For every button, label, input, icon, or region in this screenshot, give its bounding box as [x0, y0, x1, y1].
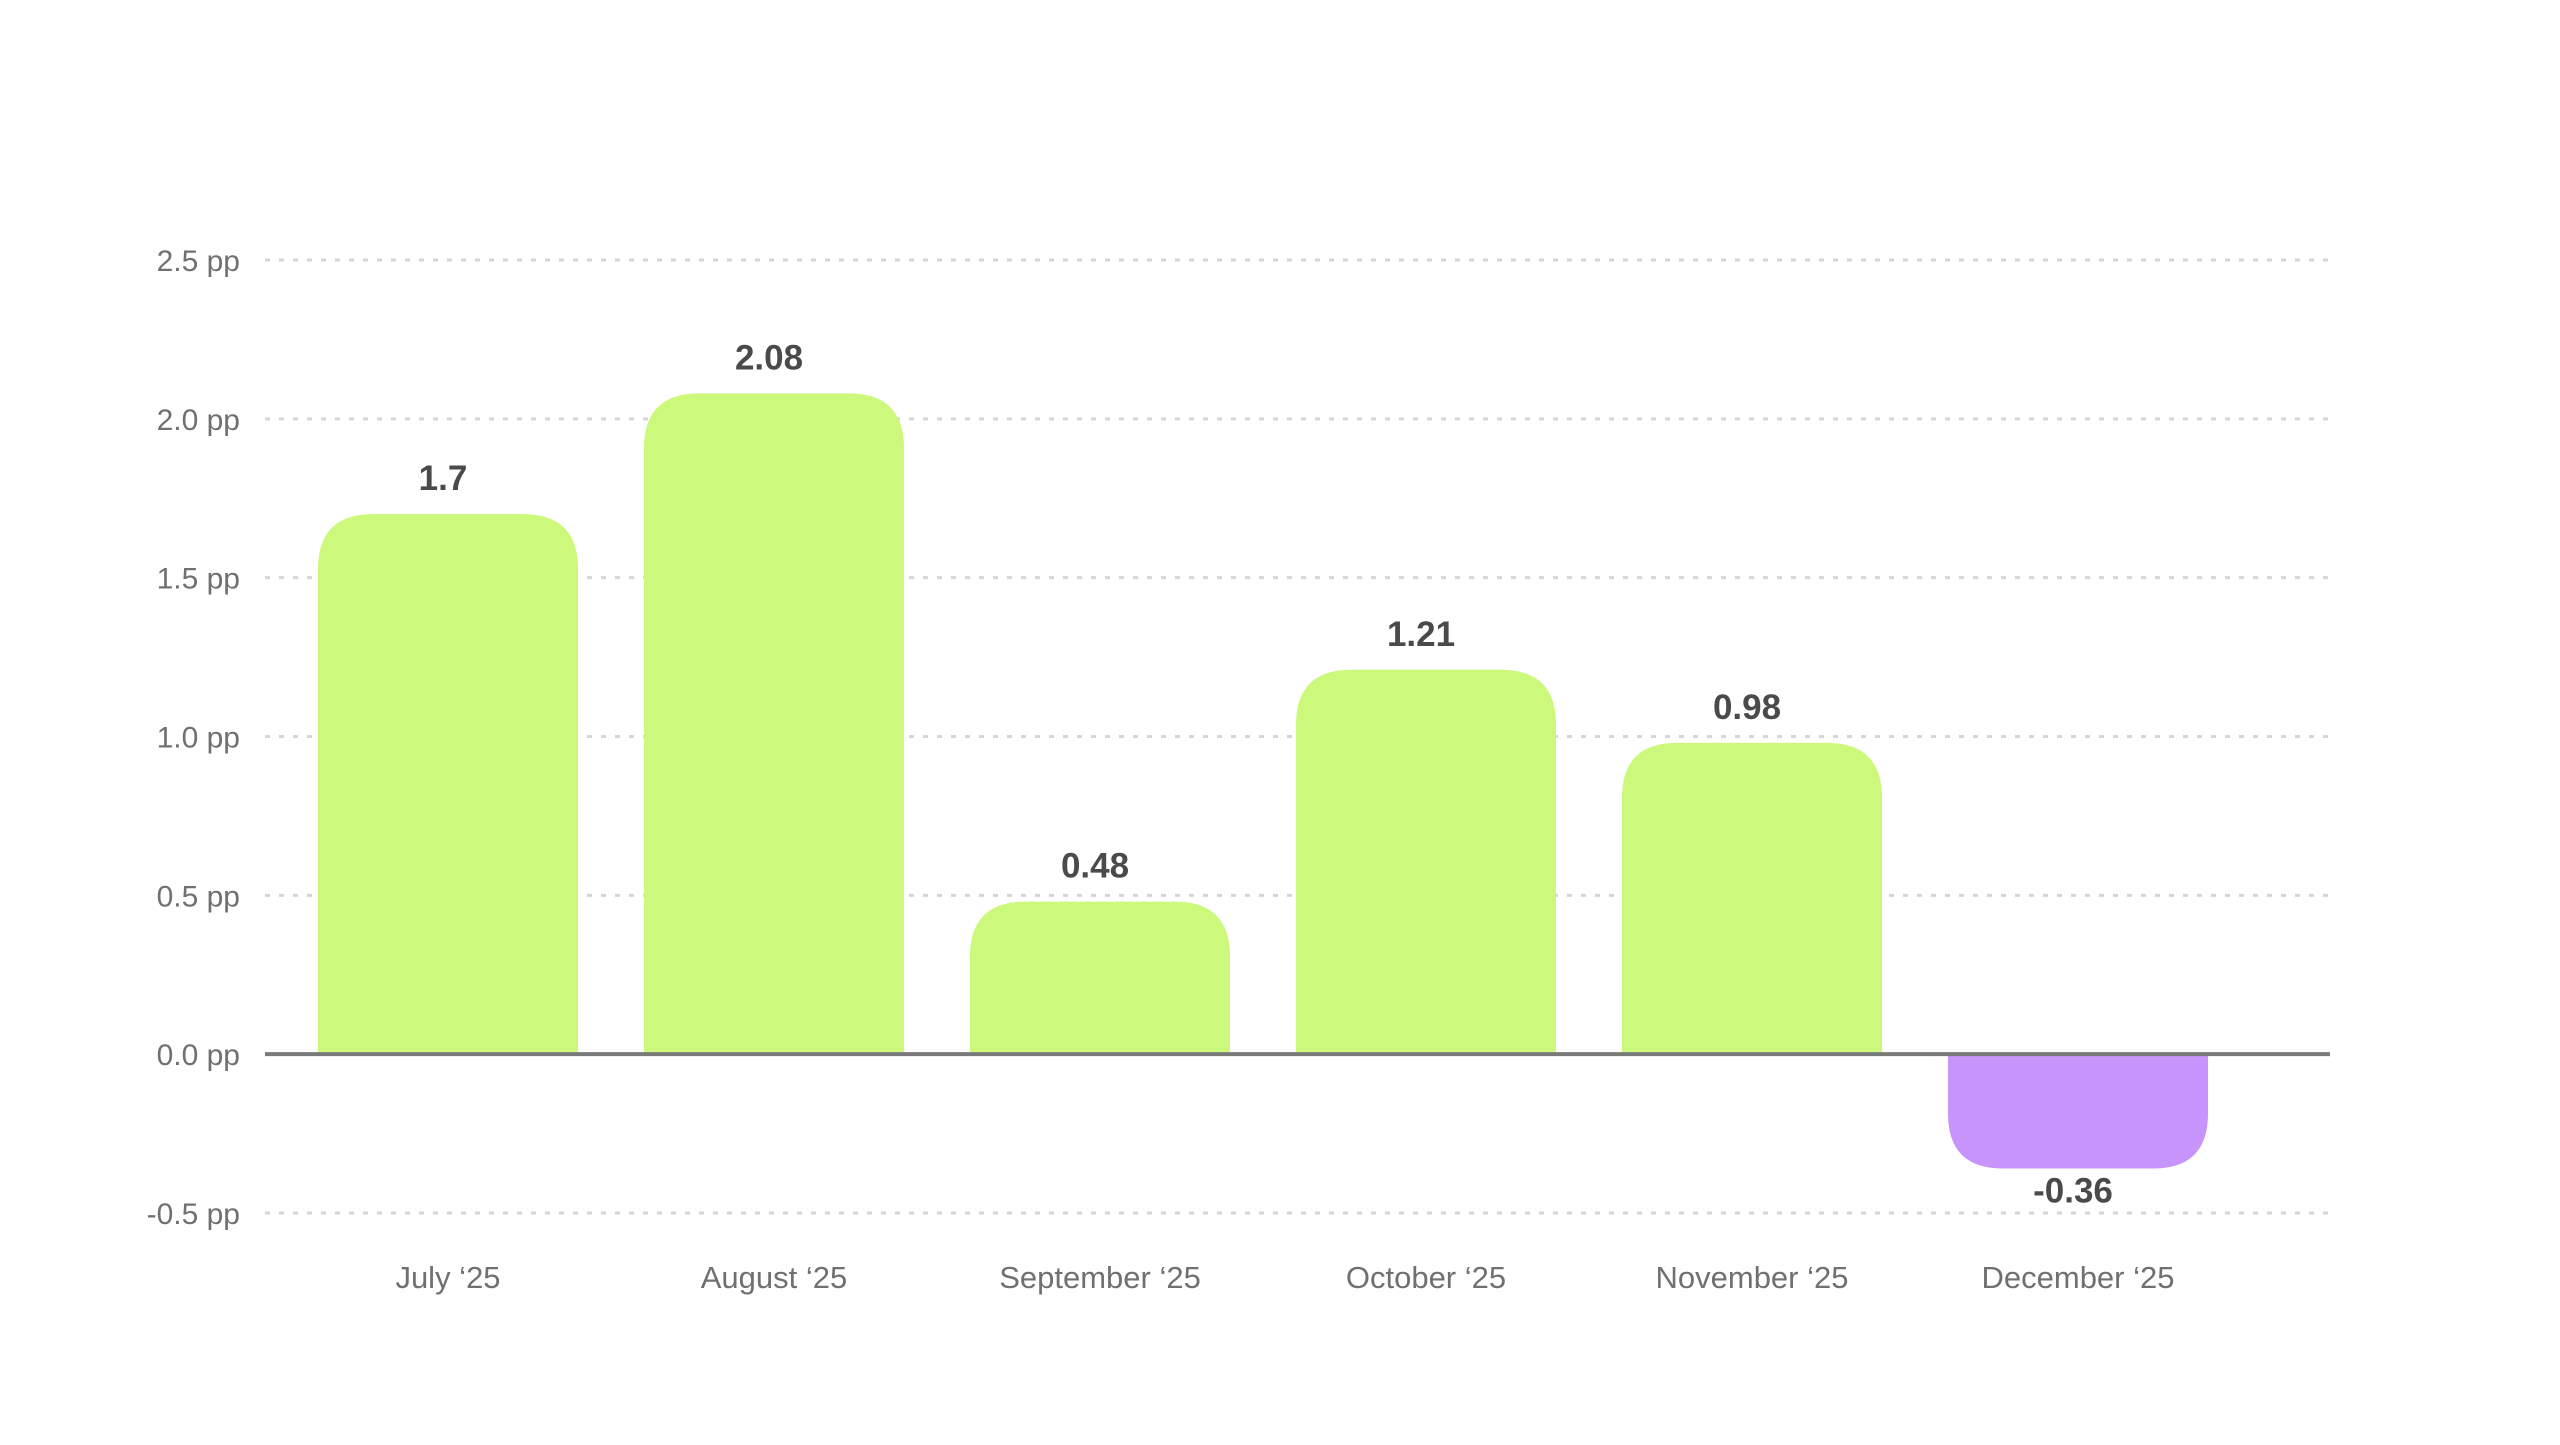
y-axis-tick-labels: 2.5 pp 2.0 pp 1.5 pp 1.0 pp 0.5 pp 0.0 pp -0.5… — [147, 245, 240, 1231]
bar-value-labels: 1.7 2.08 0.48 1.21 0.98 -0.36 — [419, 338, 2113, 1210]
bars — [318, 393, 2208, 1169]
bar — [1948, 1054, 2208, 1169]
y-tick-label: 0.0 pp — [157, 1039, 240, 1072]
bar-value-label: 0.98 — [1713, 688, 1781, 727]
bar-value-label: 0.48 — [1061, 847, 1129, 886]
y-tick-label: 0.5 pp — [157, 880, 240, 913]
x-category-label: August ‘25 — [701, 1260, 848, 1295]
bar-value-label: -0.36 — [2033, 1172, 2113, 1211]
bar-value-label: 2.08 — [735, 338, 803, 377]
bar — [1622, 742, 1882, 1055]
y-tick-label: 2.0 pp — [157, 404, 240, 437]
bar — [644, 393, 904, 1055]
bar — [1296, 669, 1556, 1055]
y-tick-label: 2.5 pp — [157, 245, 240, 278]
y-tick-label: 1.0 pp — [157, 722, 240, 755]
x-category-label: October ‘25 — [1346, 1260, 1506, 1295]
x-axis-category-labels: July ‘25 August ‘25 September ‘25 October ‘… — [395, 1260, 2174, 1295]
bar — [970, 901, 1230, 1055]
bar — [318, 514, 578, 1055]
y-tick-label: 1.5 pp — [157, 563, 240, 596]
y-tick-label: -0.5 pp — [147, 1198, 240, 1231]
bar-value-label: 1.7 — [419, 459, 468, 498]
x-category-label: July ‘25 — [395, 1260, 500, 1295]
x-category-label: December ‘25 — [1982, 1260, 2175, 1295]
x-category-label: September ‘25 — [999, 1260, 1201, 1295]
bar-value-label: 1.21 — [1387, 615, 1455, 654]
x-category-label: November ‘25 — [1656, 1260, 1849, 1295]
